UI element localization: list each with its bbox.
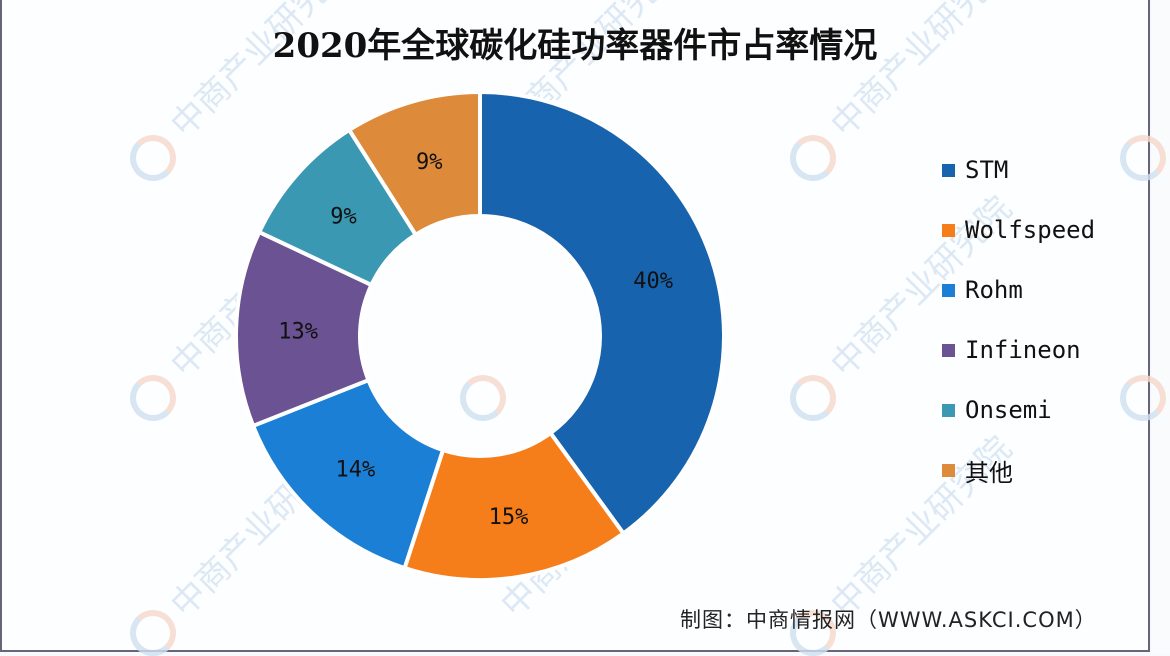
slice-value-label: 14% [336,458,376,483]
legend-swatch [942,403,955,417]
legend-label: Onsemi [965,396,1052,424]
slice-value-label: 9% [330,205,357,230]
legend-label: Rohm [965,276,1023,304]
donut-slice-rohm [250,377,446,571]
legend: STM Wolfspeed Rohm Infineon Onsemi 其他 [942,140,1095,500]
legend-item-wolfspeed: Wolfspeed [942,200,1095,260]
legend-label: 其他 [965,458,1013,487]
slice-value-label: 40% [633,269,673,294]
donut-slice-其他 [346,89,482,238]
legend-swatch [942,463,955,477]
legend-item-rohm: Rohm [942,260,1095,320]
source-credit: 制图：中商情报网（WWW.ASKCI.COM） [680,608,1097,632]
slice-value-label: 13% [278,319,318,344]
slice-value-label: 15% [489,505,529,530]
legend-label: STM [965,156,1009,184]
legend-item-stm: STM [942,140,1095,200]
slice-value-label: 9% [416,150,443,175]
donut-slice-infineon [234,229,375,429]
outer-margin [1152,0,1170,654]
legend-label: Infineon [965,336,1081,364]
chart-title: 2020年全球碳化硅功率器件市占率情况 [272,26,878,66]
legend-swatch [942,163,955,177]
legend-item-infineon: Infineon [942,320,1095,380]
donut-slices [234,89,726,582]
donut-chart: 40% 15% 14% 13% 9% 9% [234,89,726,582]
legend-swatch [942,223,955,237]
legend-swatch [942,283,955,297]
legend-item-onsemi: Onsemi [942,380,1095,440]
donut-slice-wolfspeed [402,430,627,582]
legend-swatch [942,343,955,357]
donut-slice-stm [478,89,726,537]
slice-labels: 40% 15% 14% 13% 9% 9% [278,150,673,530]
legend-item-other: 其他 [942,440,1095,500]
legend-label: Wolfspeed [965,216,1096,244]
